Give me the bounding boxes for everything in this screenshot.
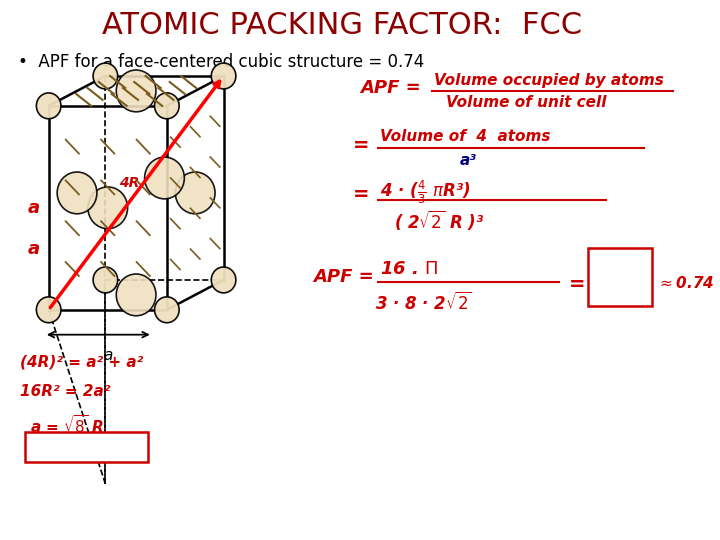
Text: 3$\sqrt{2}$: 3$\sqrt{2}$ [600,280,639,302]
Text: ATOMIC PACKING FACTOR:  FCC: ATOMIC PACKING FACTOR: FCC [102,11,582,40]
Circle shape [211,267,236,293]
Text: =: = [353,185,369,205]
Text: ( 2$\sqrt{2}$ R )³: ( 2$\sqrt{2}$ R )³ [394,208,484,232]
Text: 16 . $\Pi$: 16 . $\Pi$ [379,260,438,278]
Circle shape [93,63,117,89]
Text: a³: a³ [460,153,477,167]
Circle shape [93,267,117,293]
Text: Volume of unit cell: Volume of unit cell [446,95,606,110]
Bar [588,248,652,306]
Text: (4R)² = a² + a²: (4R)² = a² + a² [20,355,143,369]
Text: a = 2$\sqrt{2}$ R: a = 2$\sqrt{2}$ R [44,436,129,458]
Circle shape [37,297,61,323]
Text: Volume occupied by atoms: Volume occupied by atoms [434,73,665,88]
Text: a: a [28,240,40,258]
Text: a: a [28,199,40,217]
Text: a = $\sqrt{8}$ R: a = $\sqrt{8}$ R [30,414,104,436]
Circle shape [37,93,61,119]
Text: 16R² = 2a²: 16R² = 2a² [20,384,111,400]
Text: Volume of  4  atoms: Volume of 4 atoms [379,129,550,144]
Circle shape [57,172,97,214]
Circle shape [155,93,179,119]
Circle shape [155,297,179,323]
Text: 3 · 8 · 2$\sqrt{2}$: 3 · 8 · 2$\sqrt{2}$ [375,292,472,314]
Bar [25,432,148,462]
Circle shape [116,70,156,112]
Circle shape [211,63,236,89]
Text: APF =: APF = [361,79,421,97]
Circle shape [88,187,127,229]
Text: $\approx$0.74: $\approx$0.74 [657,275,714,291]
Text: =: = [569,275,585,294]
Text: =: = [353,136,369,154]
Text: 4 · ($\frac{4}{3}$ $\pi$R³): 4 · ($\frac{4}{3}$ $\pi$R³) [379,179,470,206]
Text: APF =: APF = [313,268,374,286]
Text: a: a [103,348,112,362]
Text: $\Pi$: $\Pi$ [613,252,626,270]
Text: 4R: 4R [119,176,140,190]
Text: •  APF for a face-centered cubic structure = 0.74: • APF for a face-centered cubic structur… [19,53,425,71]
Circle shape [145,157,184,199]
Circle shape [116,274,156,316]
Circle shape [176,172,215,214]
